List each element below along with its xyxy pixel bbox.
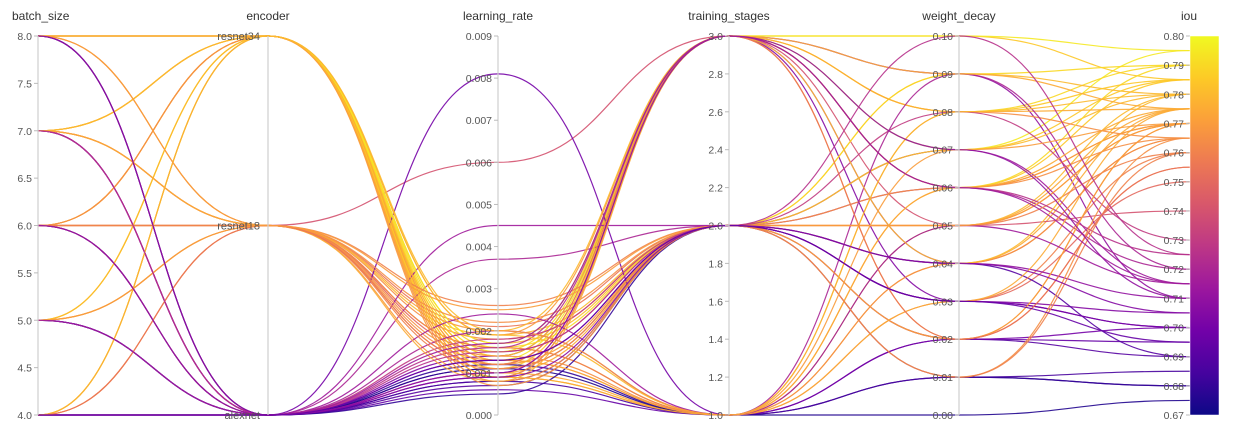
weight_decay-tick-label: 0.03 [933, 296, 954, 308]
training_stages-tick-label: 2.4 [708, 145, 723, 157]
training_stages-tick-label: 3.0 [708, 31, 723, 43]
encoder-category-label: resnet18 [217, 221, 260, 233]
run-line[interactable] [37, 122, 1191, 321]
iou-tick-label: 0.67 [1164, 410, 1185, 422]
iou-tick-label: 0.78 [1164, 89, 1185, 101]
encoder-axis-title: encoder [246, 9, 289, 23]
weight_decay-tick-label: 0.10 [933, 31, 954, 43]
batch_size-tick-label: 5.0 [17, 315, 32, 327]
learning_rate-tick-label: 0.008 [466, 73, 492, 85]
training_stages-tick-label: 2.0 [708, 221, 723, 233]
weight_decay-tick-label: 0.01 [933, 372, 954, 384]
learning_rate-tick-label: 0.003 [466, 284, 492, 296]
run-line[interactable] [37, 35, 1191, 416]
run-line[interactable] [37, 35, 1191, 416]
training_stages-axis-title: training_stages [688, 9, 769, 23]
weight_decay-tick-label: 0.06 [933, 183, 954, 195]
iou-tick-label: 0.72 [1164, 264, 1185, 276]
run-line[interactable] [37, 35, 1191, 382]
batch_size-tick-label: 4.0 [17, 410, 32, 422]
run-line[interactable] [37, 111, 1191, 416]
weight_decay-tick-label: 0.05 [933, 221, 954, 233]
run-line[interactable] [37, 111, 1191, 416]
run-line[interactable] [37, 35, 1191, 416]
training_stages-tick-label: 1.4 [708, 334, 723, 346]
training_stages-tick-label: 1.0 [708, 410, 723, 422]
training_stages-tick-label: 2.2 [708, 183, 723, 195]
weight_decay-tick-label: 0.04 [933, 258, 954, 270]
iou-tick-label: 0.80 [1164, 31, 1185, 43]
learning_rate-tick-label: 0.001 [466, 368, 492, 380]
batch_size-tick-label: 7.5 [17, 78, 32, 90]
run-line[interactable] [37, 319, 1191, 416]
weight_decay-tick-label: 0.08 [933, 107, 954, 119]
weight_decay-tick-label: 0.02 [933, 334, 954, 346]
learning_rate-tick-label: 0.009 [466, 31, 492, 43]
axes: batch_size 4.0 4.5 5.0 5.5 6.0 6.5 7.0 7.5 8.0 enc… [12, 9, 1197, 422]
run-lines [37, 35, 1191, 416]
run-line[interactable] [37, 35, 1191, 382]
training_stages-tick-label: 1.8 [708, 258, 723, 270]
iou-tick-label: 0.76 [1164, 148, 1185, 160]
learning_rate-axis-title: learning_rate [463, 9, 533, 23]
run-line[interactable] [38, 224, 1191, 416]
batch_size-tick-label: 6.5 [17, 173, 32, 185]
batch_size-tick-label: 8.0 [17, 31, 32, 43]
iou-tick-label: 0.75 [1164, 177, 1185, 189]
iou-tick-label: 0.74 [1164, 206, 1185, 218]
batch_size-tick-label: 6.0 [17, 221, 32, 233]
weight_decay-axis-title: weight_decay [921, 9, 995, 23]
training_stages-tick-label: 1.2 [708, 372, 723, 384]
learning_rate-tick-label: 0.006 [466, 157, 492, 169]
weight_decay-tick-label: 0.09 [933, 69, 954, 81]
iou-tick-label: 0.71 [1164, 293, 1185, 305]
training_stages-tick-label: 1.6 [708, 296, 723, 308]
batch_size-tick-label: 4.5 [17, 363, 32, 375]
weight_decay-tick-label: 0.07 [933, 145, 954, 157]
learning_rate-tick-label: 0.004 [466, 242, 492, 254]
learning_rate-tick-label: 0.005 [466, 199, 492, 211]
learning_rate-tick-label: 0.000 [466, 410, 492, 422]
iou-tick-label: 0.68 [1164, 381, 1185, 393]
encoder-category-label: alexnet [225, 410, 260, 422]
iou-colorbar [1189, 35, 1220, 416]
encoder-category-label: resnet34 [217, 31, 260, 43]
training_stages-tick-label: 2.8 [708, 69, 723, 81]
iou-tick-label: 0.73 [1164, 235, 1185, 247]
training_stages-tick-label: 2.6 [708, 107, 723, 119]
run-line[interactable] [37, 35, 1191, 416]
batch_size-tick-label: 5.5 [17, 268, 32, 280]
weight_decay-tick-label: 0.00 [933, 410, 954, 422]
run-line[interactable] [37, 35, 1191, 416]
iou-tick-label: 0.70 [1164, 323, 1185, 335]
batch_size-axis-title: batch_size [12, 9, 70, 23]
learning_rate-tick-label: 0.007 [466, 115, 492, 127]
iou-axis-title: iou [1181, 9, 1197, 23]
iou-tick-label: 0.77 [1164, 118, 1185, 130]
learning_rate-tick-label: 0.002 [466, 326, 492, 338]
iou-tick-label: 0.79 [1164, 60, 1185, 72]
batch_size-tick-label: 7.0 [17, 126, 32, 138]
iou-tick-label: 0.69 [1164, 352, 1185, 364]
